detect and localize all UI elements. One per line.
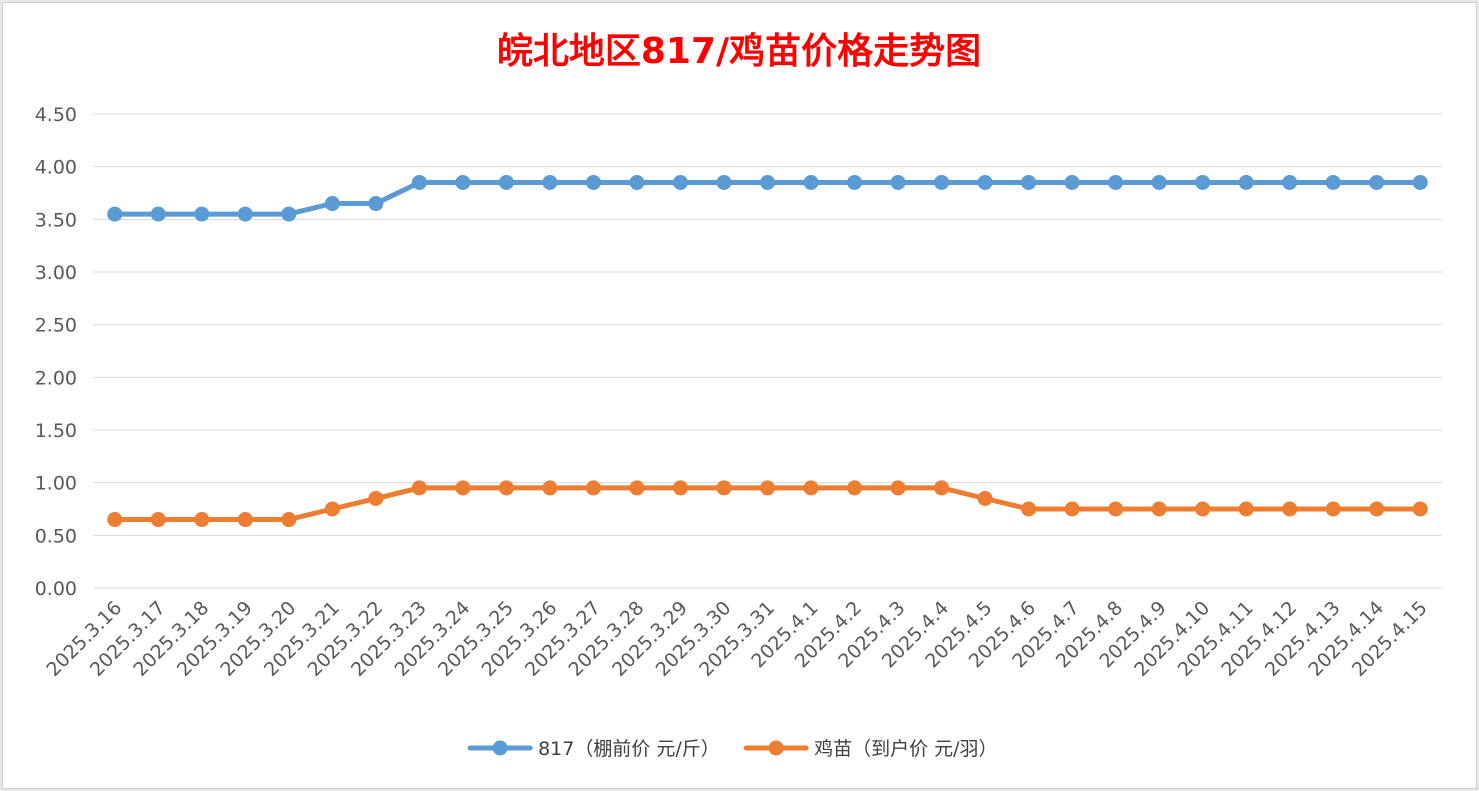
y-tick-label: 0.50 [35,525,77,547]
x-axis-ticks: 2025.3.162025.3.172025.3.182025.3.192025… [42,597,1431,681]
data-point [1195,501,1211,517]
data-point [1108,174,1124,190]
data-point [150,206,166,222]
data-point [934,174,950,190]
data-point [716,174,732,190]
data-point [934,480,950,496]
data-point [194,206,210,222]
y-tick-label: 0.00 [35,578,77,600]
data-point [890,480,906,496]
data-point [760,174,775,190]
data-point [324,196,340,212]
y-tick-label: 4.50 [35,104,77,126]
series-2 [107,480,1428,528]
data-point [585,480,601,496]
legend-label: 鸡苗（到户价 元/羽） [814,738,997,760]
data-point [803,174,819,190]
data-point [1064,501,1080,517]
data-point [1151,501,1167,517]
data-point [1108,501,1124,517]
data-point [455,480,471,496]
y-tick-label: 2.50 [35,315,77,337]
data-point [1064,174,1080,190]
data-point [1369,174,1385,190]
data-point [716,480,732,496]
data-point [281,512,297,528]
gridlines [93,113,1442,589]
data-point [107,206,123,222]
data-point [498,174,514,190]
y-tick-label: 4.00 [35,157,77,179]
data-point [1412,174,1428,190]
data-point [1151,174,1167,190]
legend-swatch-marker [492,740,508,756]
y-tick-label: 1.50 [35,420,77,442]
line-chart: 皖北地区817/鸡苗价格走势图 0.00 0.50 1.00 1.50 2.00 2.50… [35,31,1442,760]
legend-swatch-marker [768,740,784,756]
data-point [1238,174,1254,190]
data-point [411,480,427,496]
data-point [1412,501,1428,517]
y-tick-label: 3.50 [35,209,77,231]
data-point [1325,174,1341,190]
data-point [281,206,297,222]
data-point [455,174,471,190]
data-point [1238,501,1254,517]
data-point [1021,174,1037,190]
y-tick-label: 1.00 [35,473,77,495]
data-point [847,174,863,190]
data-point [890,174,906,190]
data-point [977,490,993,506]
series-1 [107,174,1428,222]
data-point [542,174,558,190]
data-point [368,490,384,506]
data-point [237,206,253,222]
data-point [107,512,123,528]
y-axis-ticks: 0.00 0.50 1.00 1.50 2.00 2.50 3.00 3.50 4.00 4.50 [35,104,77,600]
data-point [1369,501,1385,517]
data-point [1325,501,1341,517]
data-point [194,512,210,528]
data-point [977,174,993,190]
data-point [237,512,253,528]
data-point [324,501,340,517]
data-point [803,480,819,496]
data-point [585,174,601,190]
data-point [1021,501,1037,517]
data-point [629,174,645,190]
y-tick-label: 3.00 [35,262,77,284]
legend-label: 817（棚前价 元/斤） [538,738,720,760]
legend: 817（棚前价 元/斤） 鸡苗（到户价 元/羽） [467,738,998,760]
data-point [411,174,427,190]
data-point [672,480,688,496]
data-point [1195,174,1211,190]
data-point [672,174,688,190]
data-point [1282,174,1298,190]
chart-title: 皖北地区817/鸡苗价格走势图 [497,31,981,72]
data-point [629,480,645,496]
data-point [847,480,863,496]
data-point [760,480,775,496]
data-point [150,512,166,528]
legend-item: 817（棚前价 元/斤） [467,738,720,760]
data-point [542,480,558,496]
series-lines [107,174,1428,528]
legend-item: 鸡苗（到户价 元/羽） [743,738,998,760]
data-point [1282,501,1298,517]
data-point [368,196,384,212]
data-point [498,480,514,496]
y-tick-label: 2.00 [35,367,77,389]
